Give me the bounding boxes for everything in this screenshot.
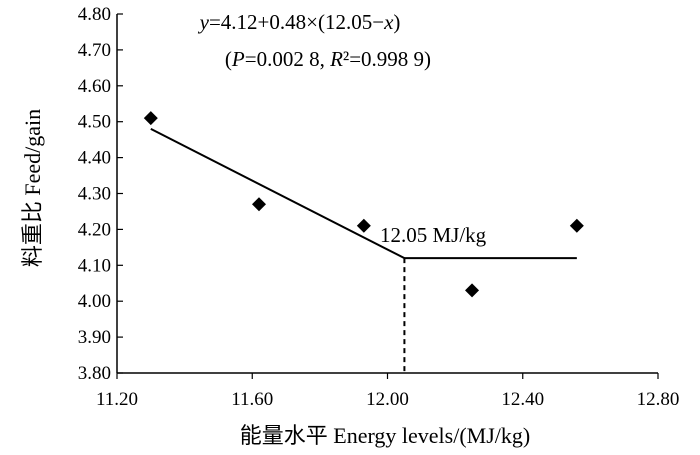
x-axis-title: 能量水平 Energy levels/(MJ/kg)	[240, 423, 530, 448]
y-tick-label: 4.20	[78, 219, 111, 240]
y-tick-label: 4.50	[78, 112, 111, 133]
data-point-marker	[143, 111, 158, 126]
data-points	[143, 111, 584, 298]
x-tick-label: 12.00	[366, 389, 409, 410]
y-tick-label: 4.40	[78, 148, 111, 169]
x-tick-label: 11.20	[96, 389, 138, 410]
fitted-broken-line	[150, 127, 577, 373]
y-tick-label: 4.30	[78, 184, 111, 205]
equation-label: y=4.12+0.48×(12.05−x)	[198, 10, 401, 34]
fit-line-descending	[150, 127, 405, 260]
data-point-marker	[356, 218, 371, 233]
data-point-marker	[252, 197, 267, 212]
x-tick-label: 12.40	[501, 389, 544, 410]
y-tick-label: 4.10	[78, 255, 111, 276]
x-axis-ticks: 11.20 11.60 12.00 12.40 12.80	[96, 373, 679, 410]
data-point-marker	[465, 283, 480, 298]
y-tick-label: 4.80	[78, 4, 111, 25]
y-tick-label: 3.90	[78, 327, 111, 348]
x-tick-label: 12.80	[637, 389, 680, 410]
y-tick-label: 4.70	[78, 40, 111, 61]
x-tick-label: 11.60	[231, 389, 273, 410]
data-point-marker	[569, 218, 584, 233]
y-axis-ticks: 3.80 3.90 4.00 4.10 4.20 4.30 4.40 4.50 4.60 4.70…	[78, 4, 123, 384]
breakpoint-label: 12.05 MJ/kg	[380, 223, 487, 247]
y-tick-label: 4.60	[78, 76, 111, 97]
y-axis-title: 料重比 Feed/gain	[20, 109, 45, 267]
y-tick-label: 3.80	[78, 363, 111, 384]
y-tick-label: 4.00	[78, 291, 111, 312]
stats-label: (P=0.002 8, R²=0.998 9)	[225, 47, 431, 71]
